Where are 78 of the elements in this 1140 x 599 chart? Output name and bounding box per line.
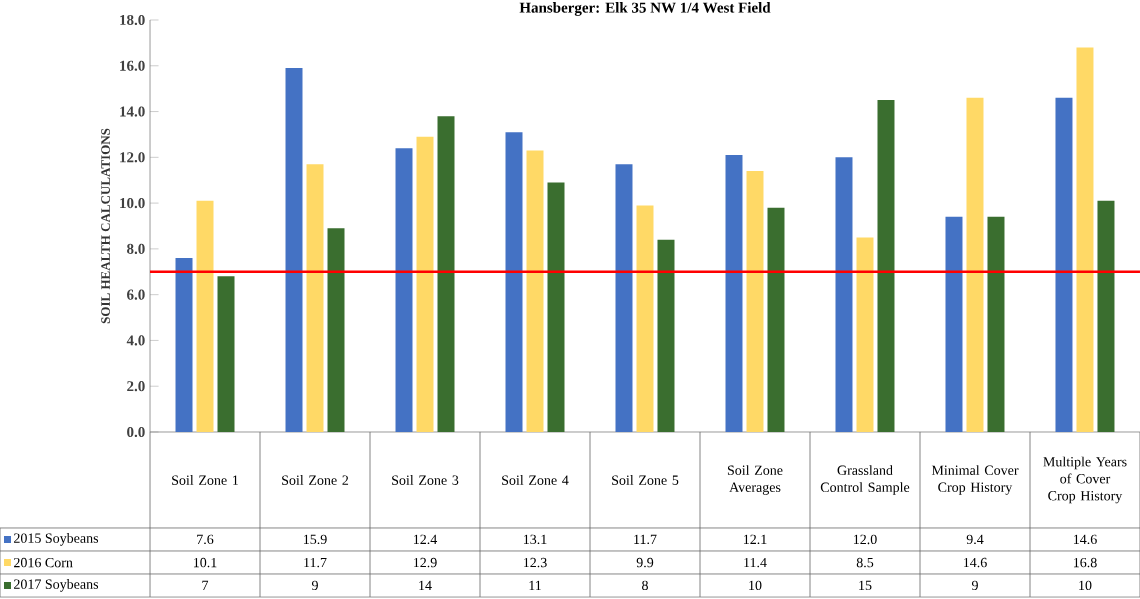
data-label: 15.9 xyxy=(303,534,327,545)
legend-label: 2015 Soybeans xyxy=(14,533,99,546)
data-label: 9.9 xyxy=(636,557,654,568)
y-tick-label: 14.0 xyxy=(120,106,145,117)
data-label: 7.6 xyxy=(197,534,214,545)
data-label: 11 xyxy=(529,580,541,591)
y-axis-title: SOIL HEALTH CALCULATIONS xyxy=(101,128,110,324)
data-label: 14 xyxy=(419,580,432,591)
data-label: 12.3 xyxy=(523,557,547,568)
y-tick-label: 0.0 xyxy=(127,426,145,438)
data-label: 15 xyxy=(859,580,872,591)
legend-label: 2017 Soybeans xyxy=(14,579,99,592)
bar xyxy=(1097,200,1115,432)
bar xyxy=(196,200,214,432)
data-label: 9 xyxy=(311,580,318,591)
bar xyxy=(835,157,853,432)
bar xyxy=(615,164,633,432)
bar xyxy=(945,216,963,432)
x-tick-label: Soil Zone 1 xyxy=(172,475,238,485)
y-tick-label: 16.0 xyxy=(120,60,145,71)
data-label: 10 xyxy=(1079,580,1092,591)
data-label: 12.4 xyxy=(413,534,438,545)
data-label: 11.7 xyxy=(304,557,327,568)
x-tick-label: Soil Zone 5 xyxy=(612,475,679,485)
y-tick-label: 12.0 xyxy=(120,152,145,163)
data-label: 7 xyxy=(202,580,209,590)
data-label: 13.1 xyxy=(523,534,547,545)
bar xyxy=(327,228,345,432)
bar xyxy=(657,239,675,432)
data-label: 11.4 xyxy=(744,557,767,568)
data-label: 8 xyxy=(642,580,648,591)
x-tick-label: Minimal Cover Crop History xyxy=(931,465,1019,495)
x-tick-label: Grassland Control Sample xyxy=(820,465,910,495)
bar xyxy=(306,164,324,432)
data-label: 8.5 xyxy=(856,557,874,568)
data-label: 11.7 xyxy=(634,534,657,545)
x-tick-label: Soil Zone 3 xyxy=(392,475,459,485)
data-label: 10 xyxy=(749,580,762,591)
data-label: 12.0 xyxy=(853,534,877,545)
x-tick-label: Soil Zone 2 xyxy=(282,475,349,485)
chart-title: Hansberger: Elk 35 NW 1/4 West Field xyxy=(519,2,771,16)
data-label: 12.1 xyxy=(743,534,767,545)
bar xyxy=(746,171,764,432)
x-tick-label: Soil Zone Averages xyxy=(727,465,783,495)
bar xyxy=(285,68,303,432)
bar xyxy=(987,216,1005,432)
bar xyxy=(547,182,565,432)
data-label: 14.6 xyxy=(963,557,987,568)
bar xyxy=(856,237,874,432)
x-tick-label: Multiple Years of Cover Crop History xyxy=(1043,456,1127,504)
bar xyxy=(526,150,544,432)
bar xyxy=(636,205,654,432)
data-label: 12.9 xyxy=(413,557,437,568)
bar xyxy=(395,148,413,432)
bar xyxy=(416,136,434,432)
bar xyxy=(437,116,455,432)
bar xyxy=(877,100,895,432)
data-label: 9.4 xyxy=(966,534,984,545)
bar xyxy=(505,132,523,432)
bar xyxy=(725,155,743,432)
data-label: 9 xyxy=(971,580,978,591)
x-tick-label: Soil Zone 4 xyxy=(502,475,569,485)
bar xyxy=(767,207,785,432)
y-tick-label: 6.0 xyxy=(127,289,145,300)
data-label: 14.6 xyxy=(1073,534,1097,545)
bar xyxy=(1076,47,1094,432)
data-label: 16.8 xyxy=(1073,557,1097,568)
bar xyxy=(1055,97,1073,432)
y-tick-label: 8.0 xyxy=(127,243,145,254)
data-label: 10.1 xyxy=(193,557,217,568)
y-tick-label: 2.0 xyxy=(127,381,145,392)
bar xyxy=(966,97,984,432)
y-tick-label: 18.0 xyxy=(120,14,145,26)
legend-label: 2016 Corn xyxy=(14,557,73,568)
bar xyxy=(217,276,235,432)
bar xyxy=(175,258,193,432)
y-tick-label: 10.0 xyxy=(120,198,145,209)
y-tick-label: 4.0 xyxy=(126,335,145,346)
